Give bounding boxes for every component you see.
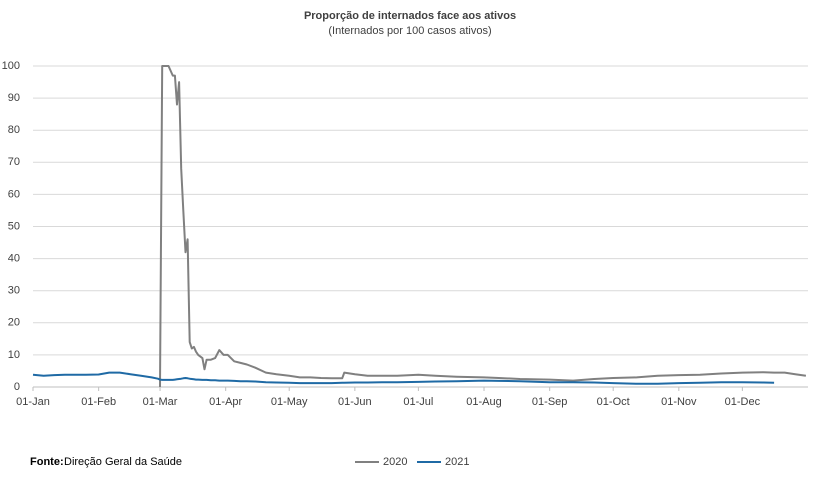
y-tick-label: 40 <box>8 253 20 265</box>
source-label: Fonte: <box>30 456 64 468</box>
x-tick-label: 01-May <box>271 396 308 408</box>
x-tick-label: 01-Dec <box>725 396 761 408</box>
x-tick-label: 01-Oct <box>597 396 630 408</box>
x-tick-label: 01-Aug <box>466 396 501 408</box>
y-tick-label: 60 <box>8 188 20 200</box>
series-line <box>32 371 775 385</box>
x-tick-label: 01-Mar <box>143 396 178 408</box>
y-tick-label: 30 <box>8 285 20 297</box>
x-tick-label: 01-Sep <box>532 396 567 408</box>
x-tick-label: 01-Jul <box>403 396 433 408</box>
x-tick-label: 01-Apr <box>209 396 242 408</box>
x-tick-label: 01-Nov <box>661 396 697 408</box>
chart-title: Proporção de internados face aos ativos <box>304 10 516 22</box>
chart-subtitle: (Internados por 100 casos ativos) <box>328 25 491 37</box>
source: Direção Geral da Saúde <box>64 456 182 468</box>
y-tick-label: 10 <box>8 349 20 361</box>
y-tick-label: 50 <box>8 220 20 232</box>
y-tick-label: 80 <box>8 124 20 136</box>
legend-label: 2021 <box>445 456 469 468</box>
y-tick-label: 20 <box>8 317 20 329</box>
y-tick-label: 0 <box>14 381 20 393</box>
x-tick-label: 01-Feb <box>81 396 116 408</box>
legend-label: 2020 <box>383 456 407 468</box>
y-tick-label: 90 <box>8 92 20 104</box>
x-tick-label: 01-Jan <box>16 396 50 408</box>
series-line <box>159 65 807 388</box>
y-tick-label: 70 <box>8 156 20 168</box>
y-tick-label: 100 <box>2 60 20 72</box>
x-tick-label: 01-Jun <box>338 396 372 408</box>
